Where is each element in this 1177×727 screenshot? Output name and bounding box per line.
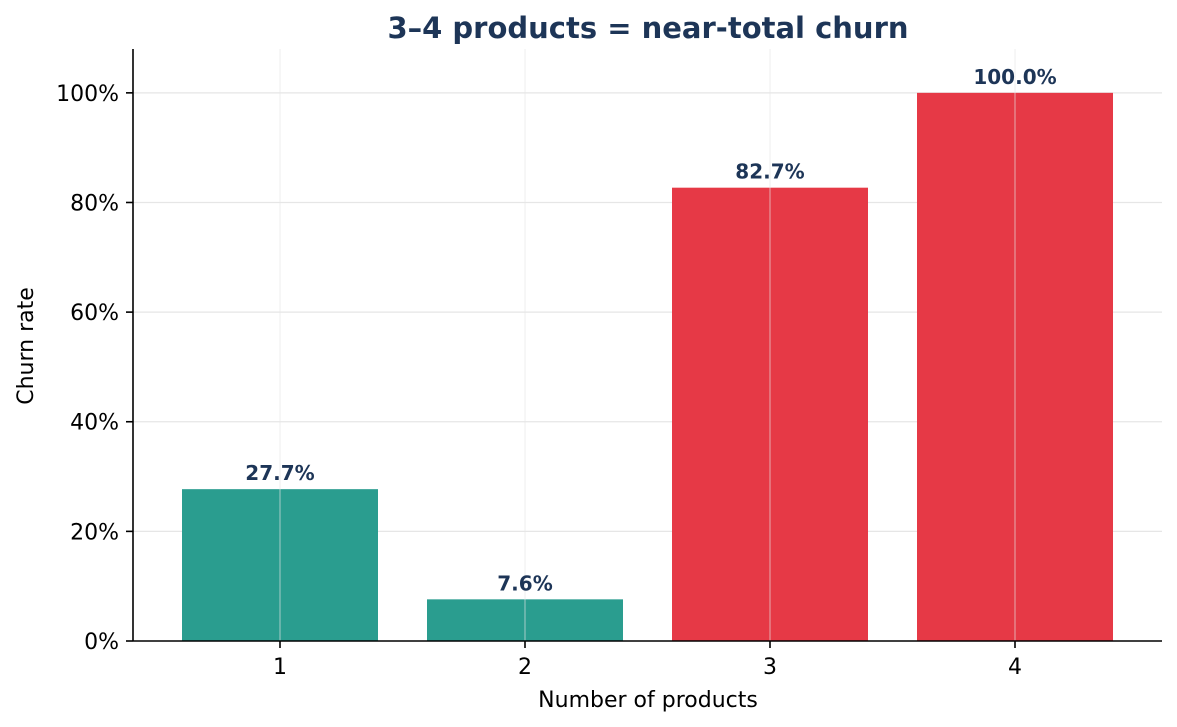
- vertical-grid: [279, 49, 1016, 641]
- y-axis-label: Churn rate: [14, 287, 39, 405]
- bar-value-label: 82.7%: [735, 160, 804, 184]
- x-axis-ticks: 1 2 3 4: [273, 641, 1022, 680]
- bar-value-label: 100.0%: [973, 65, 1056, 89]
- y-tick-label: 60%: [70, 301, 119, 326]
- data-labels: 27.7% 7.6% 82.7% 100.0%: [245, 65, 1056, 595]
- x-tick-label: 1: [273, 655, 287, 680]
- x-axis-label: Number of products: [538, 688, 758, 713]
- y-tick-label: 80%: [70, 191, 119, 216]
- y-axis-ticks: 0% 20% 40% 60% 80% 100%: [56, 82, 133, 655]
- y-tick-label: 0%: [84, 630, 119, 655]
- x-tick-label: 2: [518, 655, 532, 680]
- bar-value-label: 7.6%: [497, 571, 552, 595]
- bar-value-label: 27.7%: [245, 461, 314, 485]
- bars: [182, 92, 1113, 641]
- y-tick-label: 20%: [70, 520, 119, 545]
- y-tick-label: 40%: [70, 411, 119, 436]
- x-tick-label: 4: [1008, 655, 1022, 680]
- y-tick-label: 100%: [56, 82, 119, 107]
- chart-title: 3–4 products = near-total churn: [387, 11, 908, 45]
- x-tick-label: 3: [763, 655, 777, 680]
